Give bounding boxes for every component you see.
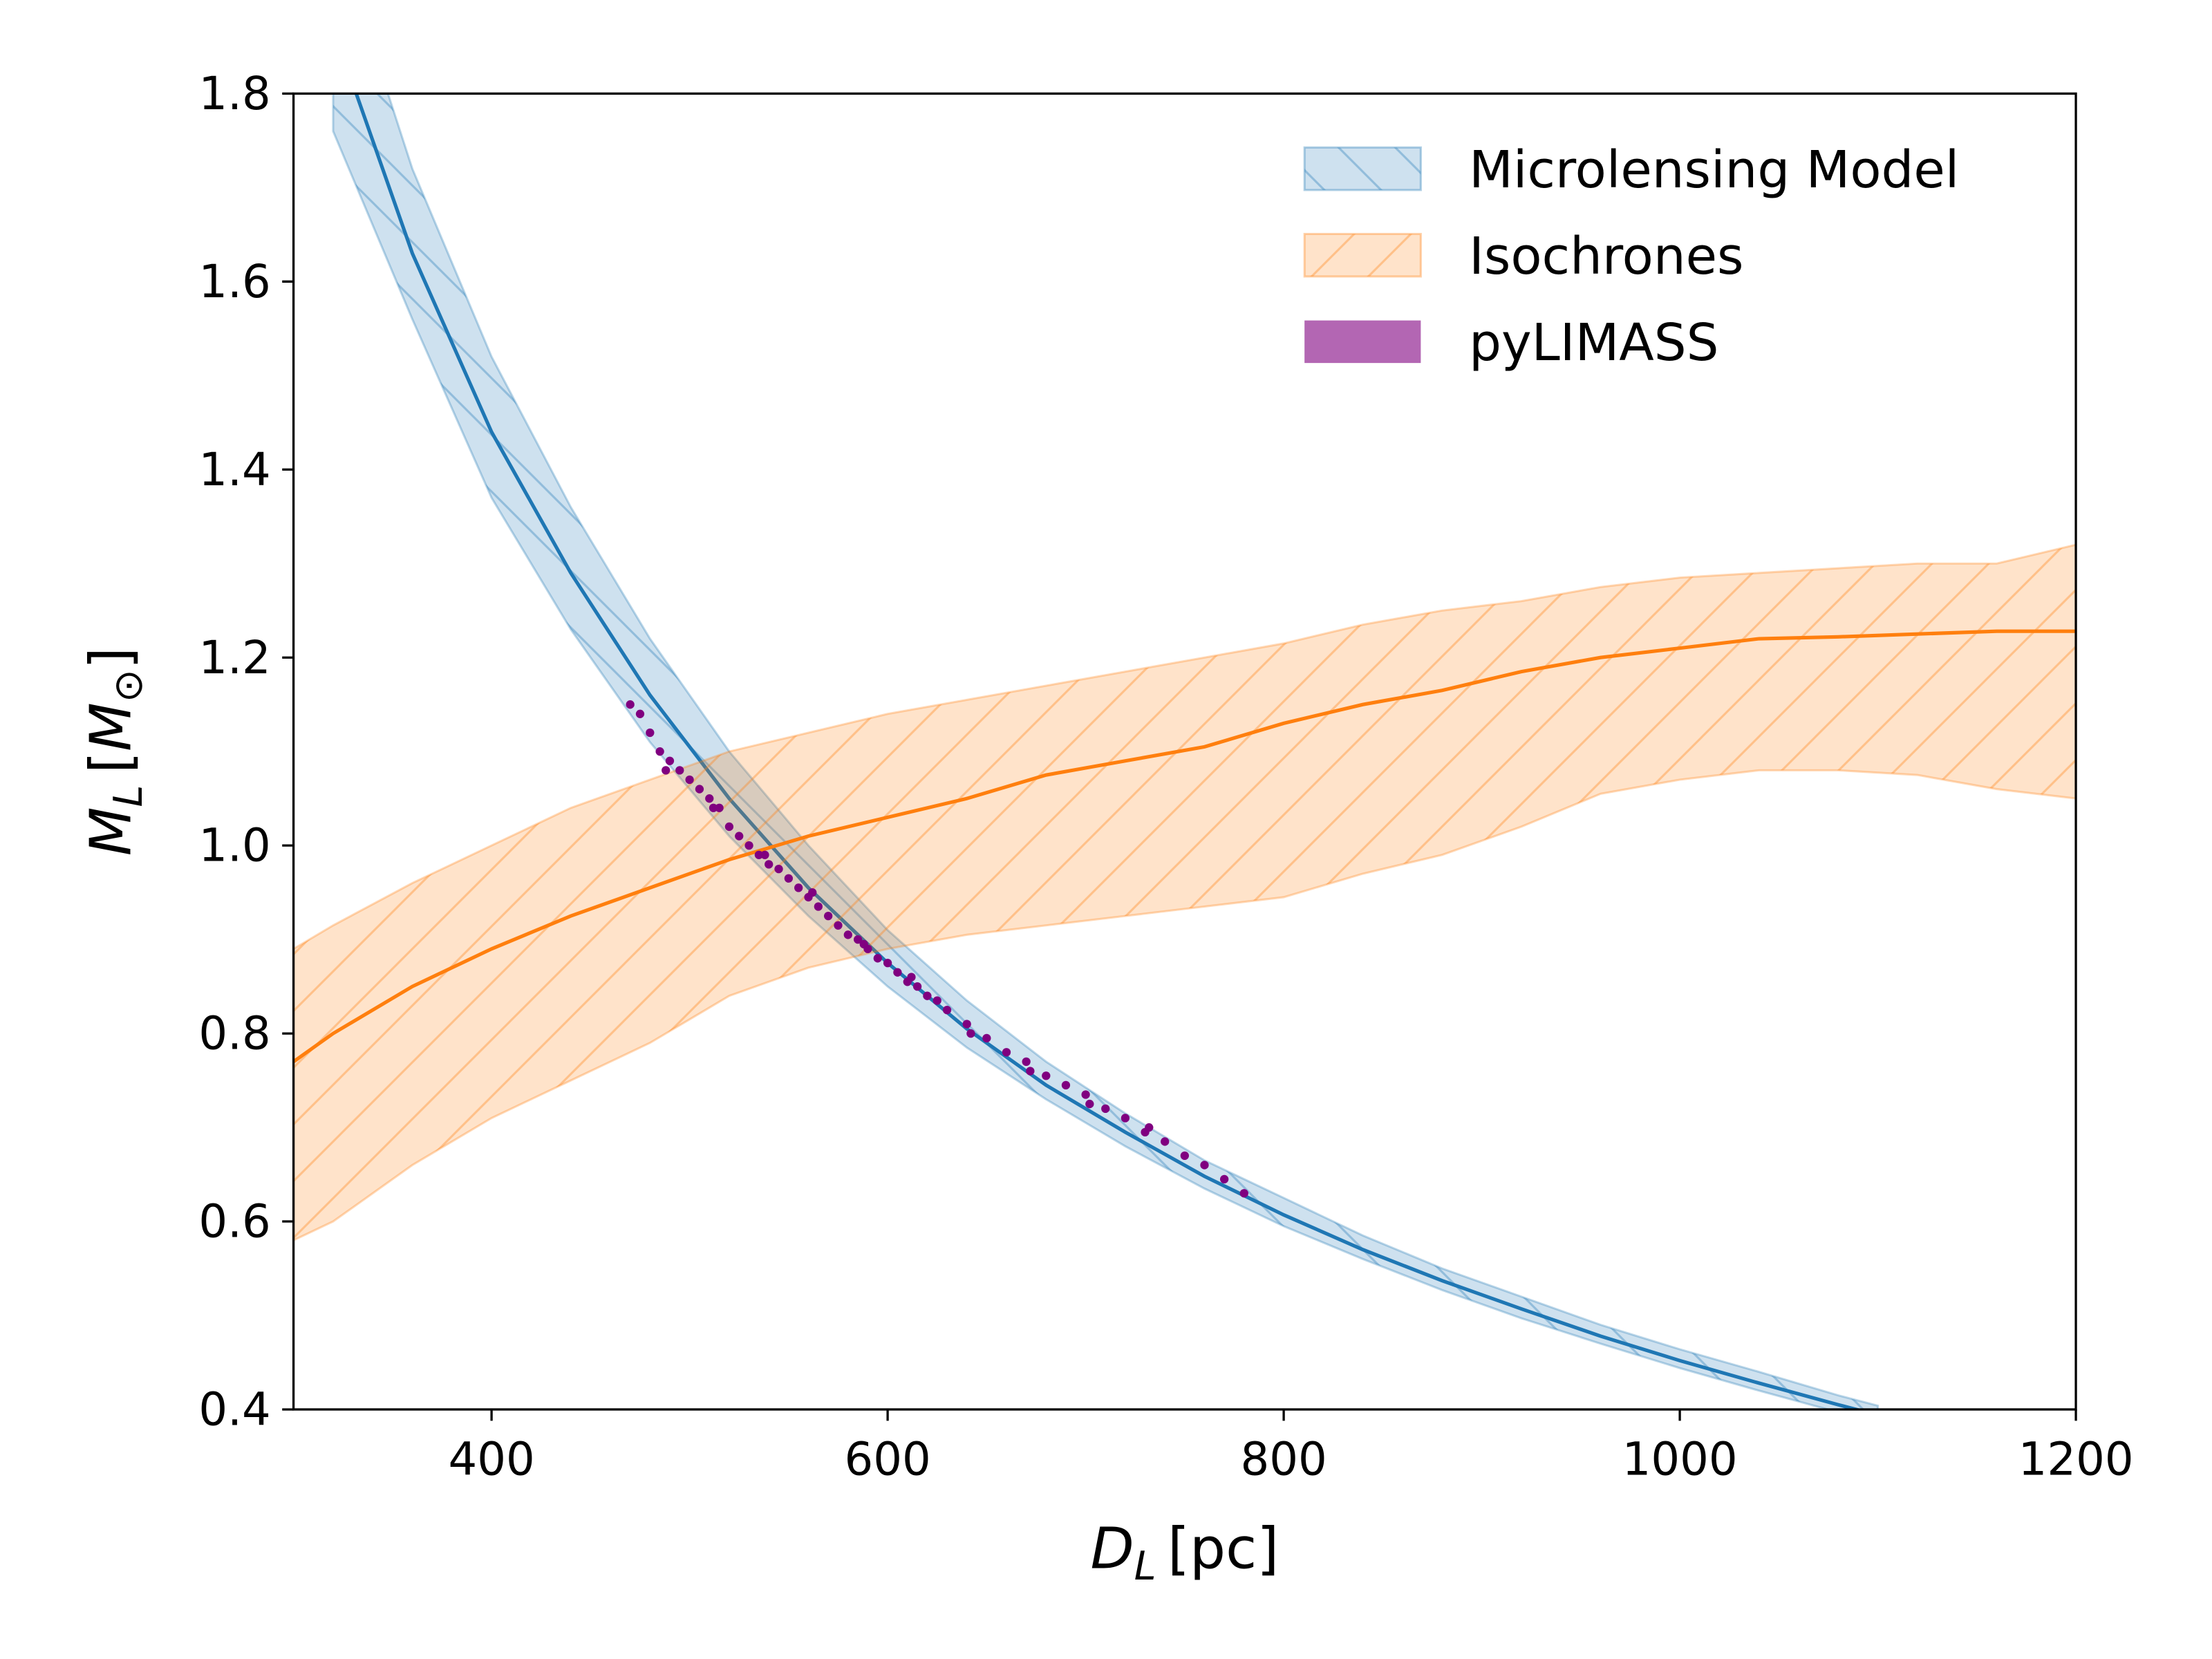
axes: 400 600 800 1000 1200 0.4 0.6 0.8 1.0 1.2 1.4 1.6 1.…: [79, 68, 2134, 1589]
point: [808, 888, 817, 897]
point: [1061, 1080, 1071, 1090]
point: [1145, 1123, 1154, 1132]
point: [774, 864, 783, 874]
y-label-symbol: M: [79, 807, 144, 856]
point: [1219, 1174, 1229, 1183]
legend-label: Isochrones: [1469, 227, 1743, 286]
line: [293, 629, 2077, 1063]
line: [354, 93, 1864, 1409]
point: [675, 766, 684, 775]
point: [1081, 1090, 1090, 1099]
band-hatch: [293, 545, 2077, 1241]
point: [715, 803, 724, 812]
point: [724, 822, 734, 832]
y-label-subscript: L: [105, 785, 151, 807]
legend-swatch: [1304, 320, 1421, 364]
plot-area: [293, 93, 2077, 1409]
x-label-subscript: L: [1134, 1543, 1156, 1589]
point: [794, 883, 803, 892]
x-tick-label: 1000: [1622, 1433, 1738, 1485]
point: [873, 954, 882, 963]
point: [744, 841, 753, 850]
point: [685, 775, 694, 785]
point: [705, 794, 714, 803]
point: [883, 958, 892, 968]
point: [824, 911, 833, 921]
point: [907, 973, 916, 982]
legend-swatch-hatch: [1304, 234, 1421, 276]
y-tick-label: 1.0: [198, 820, 270, 872]
x-label-unit: [pc]: [1168, 1517, 1279, 1582]
point: [1180, 1151, 1189, 1161]
point: [695, 785, 704, 794]
point: [765, 860, 774, 869]
y-label-unit-subscript: ⊙: [105, 669, 151, 702]
point: [859, 939, 868, 949]
point: [1085, 1099, 1094, 1109]
point: [853, 935, 863, 944]
x-tick-label: 1200: [2018, 1433, 2134, 1485]
point: [1026, 1067, 1035, 1076]
point: [1002, 1048, 1011, 1057]
point: [912, 982, 922, 991]
x-tick-label: 800: [1240, 1433, 1327, 1485]
point: [893, 968, 902, 977]
y-tick-label: 0.6: [198, 1196, 270, 1248]
point: [646, 728, 655, 738]
x-label-symbol: D: [1090, 1517, 1134, 1582]
point: [709, 803, 718, 812]
point: [626, 700, 635, 709]
point: [814, 902, 823, 911]
y-tick-label: 1.4: [198, 444, 270, 496]
point: [655, 747, 664, 756]
y-label-unit-close: ]: [79, 647, 144, 669]
legend: Microlensing Model Isochrones pyLIMASS: [1303, 140, 1959, 373]
point: [932, 996, 941, 1005]
point: [1101, 1104, 1110, 1114]
point: [843, 930, 852, 939]
point: [1042, 1071, 1051, 1080]
point: [1161, 1137, 1170, 1146]
x-axis-label: DL [pc]: [1090, 1517, 1279, 1589]
legend-label: Microlensing Model: [1469, 140, 1959, 200]
point: [834, 921, 843, 930]
point: [1239, 1189, 1248, 1198]
y-tick-label: 1.8: [198, 68, 270, 120]
point: [665, 756, 675, 765]
legend-label: pyLIMASS: [1469, 313, 1718, 373]
point: [760, 850, 769, 859]
y-tick-label: 1.6: [198, 256, 270, 308]
point: [923, 991, 932, 1000]
legend-swatch-hatch: [1304, 147, 1421, 190]
point: [754, 850, 764, 859]
point: [1200, 1161, 1209, 1170]
y-tick-label: 0.4: [198, 1384, 270, 1436]
point: [735, 832, 744, 841]
point: [662, 766, 671, 775]
point: [962, 1020, 971, 1029]
axes-frame: [292, 92, 2077, 1411]
point: [942, 1005, 952, 1015]
y-tick-label: 0.8: [198, 1008, 270, 1060]
point: [982, 1033, 991, 1043]
point: [1022, 1057, 1031, 1067]
point: [635, 709, 645, 718]
y-label-unit-open: [: [79, 751, 144, 774]
y-label-unit-symbol: M: [79, 702, 144, 751]
y-axis-label: ML[M⊙]: [79, 647, 151, 856]
x-tick-label: 600: [844, 1433, 930, 1485]
point: [784, 874, 794, 883]
point: [966, 1029, 975, 1038]
x-tick-label: 400: [448, 1433, 534, 1485]
point: [1121, 1114, 1130, 1123]
y-tick-label: 1.2: [198, 632, 270, 684]
